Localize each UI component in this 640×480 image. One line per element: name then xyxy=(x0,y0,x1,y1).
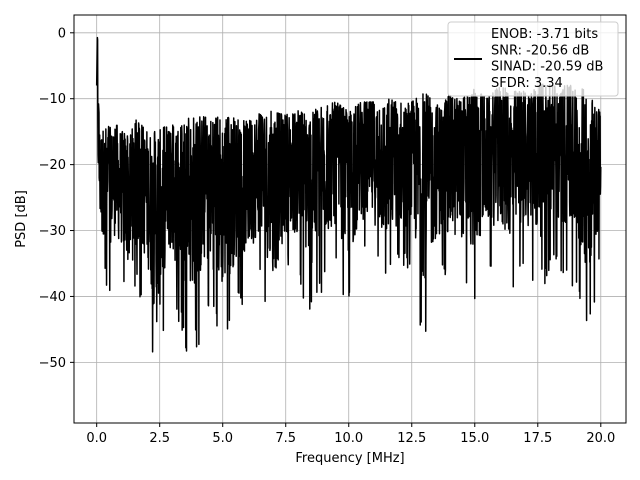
y-tick-label: −20 xyxy=(39,158,66,173)
x-tick-label: 12.5 xyxy=(397,431,426,446)
legend: ENOB: -3.71 bits SNR: -20.56 dB SINAD: -… xyxy=(447,21,619,97)
x-tick-label: 0.0 xyxy=(86,431,107,446)
x-tick-label: 5.0 xyxy=(212,431,233,446)
legend-sfdr: SFDR: 3.34 xyxy=(491,76,563,91)
y-tick-label: −40 xyxy=(39,290,66,305)
axes-frame xyxy=(73,14,627,424)
legend-snr: SNR: -20.56 dB xyxy=(491,43,589,58)
x-tick-label: 17.5 xyxy=(523,431,552,446)
x-tick-label: 7.5 xyxy=(275,431,296,446)
y-tick-label: −50 xyxy=(39,356,66,371)
legend-box xyxy=(447,21,619,97)
x-ticks: 0.0 2.5 5.0 7.5 10.0 12.5 15.0 17.5 20.0 xyxy=(86,423,615,446)
x-tick-label: 15.0 xyxy=(460,431,489,446)
y-tick-label: −10 xyxy=(39,92,66,107)
y-tick-label: 0 xyxy=(58,26,66,41)
legend-sinad: SINAD: -20.59 dB xyxy=(491,60,603,75)
y-tick-label: −30 xyxy=(39,224,66,239)
x-tick-label: 10.0 xyxy=(334,431,363,446)
x-axis-label: Frequency [MHz] xyxy=(295,451,404,466)
psd-series-line xyxy=(95,36,602,353)
y-ticks: 0 −10 −20 −30 −40 −50 xyxy=(39,26,74,371)
x-tick-label: 2.5 xyxy=(149,431,170,446)
y-axis-label: PSD [dB] xyxy=(14,190,29,248)
plot-area xyxy=(95,36,602,353)
legend-enob: ENOB: -3.71 bits xyxy=(491,27,598,42)
x-tick-label: 20.0 xyxy=(586,431,615,446)
